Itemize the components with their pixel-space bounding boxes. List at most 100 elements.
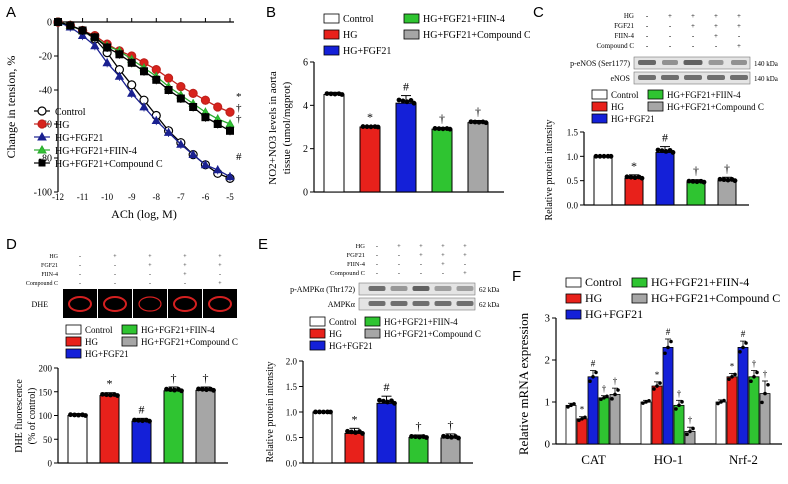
panel-c-significance-mark: † (693, 164, 699, 178)
panel-c-legend-control-label: Control (611, 90, 639, 100)
panel-a-data-point (225, 107, 235, 117)
panel-c-blot-p-enos-band (708, 60, 724, 65)
panel-d-significance-mark: † (203, 371, 209, 385)
panel-f-bar (662, 347, 674, 445)
panel-e-table-sign: + (441, 252, 445, 259)
panel-f-data-point (733, 372, 737, 377)
panel-b-legend-hg-label: HG (343, 30, 357, 41)
panel-d-data-point (68, 412, 73, 418)
panel-c-bar (624, 177, 644, 206)
panel-a-data-point (103, 43, 112, 52)
panel-e-blot-p-ampk-band (434, 286, 452, 291)
panel-b-data-point (375, 124, 381, 130)
panel-a-data-point (163, 127, 174, 136)
panel-a-line-chart: 0-20-40-60-80-100-12-11-10-9-8-7-6-5ACh … (4, 17, 242, 221)
panel-d-legend-compc-label: HG+FGF21+Compound C (141, 337, 238, 347)
panel-e-data-point (349, 429, 354, 435)
panel-f-data-point (605, 394, 609, 399)
panel-c-blot-p-enos-label: p-eNOS (Ser1177) (570, 59, 630, 68)
panel-b-y-tick-label: 2 (303, 144, 308, 155)
panel-b-data-point (396, 97, 402, 103)
panel-e-bar (344, 432, 365, 464)
panel-d-table-sign: + (218, 281, 222, 287)
panel-e-y-tick-label: 1.0 (286, 408, 298, 418)
panel-d-table-sign: + (148, 263, 152, 269)
panel-f-bar (748, 376, 760, 445)
panel-d-y-tick-label: 200 (39, 364, 53, 374)
panel-f-bar (640, 401, 652, 445)
panel-d-data-point (179, 388, 184, 394)
panel-c-data-point (593, 153, 599, 159)
panel-c-data-point (721, 177, 727, 183)
panel-c-blot-enos-band (638, 75, 656, 80)
panel-c-bar (686, 181, 706, 206)
panel-c-significance-mark: † (724, 161, 730, 175)
panel-e-blot-ampk-band (368, 301, 386, 306)
panel-e-table-sign: + (463, 252, 467, 259)
panel-a-significance-mark: # (236, 151, 242, 163)
panel-f-significance-mark: # (666, 327, 671, 337)
panel-b-significance-mark: † (439, 111, 445, 125)
panel-a-x-tick-label: -12 (52, 192, 64, 202)
panel-a-legend-marker (37, 106, 47, 116)
panel-d-table-sign: - (114, 263, 116, 269)
panel-c-legend-hg-swatch (591, 101, 608, 112)
panel-d-legend-fgf21-label: HG+FGF21 (85, 349, 129, 359)
panel-f-data-point (749, 379, 753, 384)
panel-f-y-axis-label: Relative mRNA expression (516, 312, 531, 455)
panel-c-legend-control-swatch (591, 89, 608, 100)
panel-a-y-tick-label: 0 (47, 18, 52, 29)
panel-b-y-tick-label: 0 (303, 188, 308, 199)
panel-a-data-point (78, 26, 87, 35)
panel-label-b: B (266, 4, 277, 21)
panel-e-table-row-label: HG (356, 243, 366, 250)
panel-d-legend-fgf21-swatch (65, 348, 82, 359)
panel-f-data-point (738, 350, 742, 354)
panel-b-y-tick-label: 6 (303, 58, 308, 69)
panel-d-data-point (200, 386, 205, 392)
panel-f-data-point (566, 405, 570, 409)
panel-a-data-point (151, 115, 161, 124)
panel-a-data-point (226, 126, 234, 135)
panel-a-data-point (225, 171, 235, 181)
panel-a-y-axis-label: Change in tension, % (4, 56, 18, 159)
panel-f-data-point (727, 377, 731, 381)
panel-b-y-axis-label-line1: NO2+NO3 levels in aorta (267, 71, 279, 185)
panel-e-bar (312, 411, 333, 464)
panel-d-dhe-ring (208, 296, 232, 312)
panel-f-bar (737, 347, 749, 445)
panel-d-bar (99, 395, 120, 464)
panel-b-bar (323, 94, 345, 193)
panel-e-legend-control-label: Control (329, 317, 357, 327)
panel-e-data-point (441, 433, 446, 439)
panel-a-data-point (213, 165, 223, 174)
panel-a-data-point (213, 102, 223, 112)
panel-e-significance-mark: * (352, 412, 358, 426)
panel-a-legend-label: HG (55, 120, 69, 131)
panel-c-table-sign: - (669, 32, 672, 40)
panel-c-table-sign: - (669, 42, 672, 50)
panel-a-x-tick-label: -9 (128, 192, 136, 202)
panel-c-blot-p-enos-kda: 140 kDa (754, 60, 779, 68)
panel-d-dhe-label: DHE (32, 300, 49, 309)
panel-e-data-point (409, 434, 414, 439)
panel-c-blot-and-bar-chart: HG - + + + + FGF21 - - + + + FIIN-4 - - - + - Compound C - -… (544, 12, 779, 221)
panel-a-data-point (213, 120, 222, 128)
panel-f-data-point (655, 384, 659, 388)
panel-d-table-row-label: HG (49, 254, 58, 260)
panel-f-x-tick-label: CAT (581, 452, 606, 467)
panel-b-data-point (328, 91, 334, 97)
panel-d-data-point (147, 418, 152, 424)
panel-e-blot-p-ampk-band (456, 286, 474, 291)
panel-e-table-sign: - (376, 261, 378, 268)
panel-a-y-tick-label: -100 (34, 188, 52, 199)
panel-a-data-point (188, 88, 198, 99)
panel-c-bar (717, 180, 737, 206)
panel-f-significance-mark: # (741, 329, 746, 339)
panel-f-data-point (602, 396, 606, 400)
panel-b-bar (467, 122, 489, 193)
panel-a-x-tick-label: -10 (101, 192, 113, 202)
panel-a-data-point (188, 149, 198, 158)
panel-b-data-point (472, 119, 478, 125)
panel-d-bar (163, 390, 184, 464)
